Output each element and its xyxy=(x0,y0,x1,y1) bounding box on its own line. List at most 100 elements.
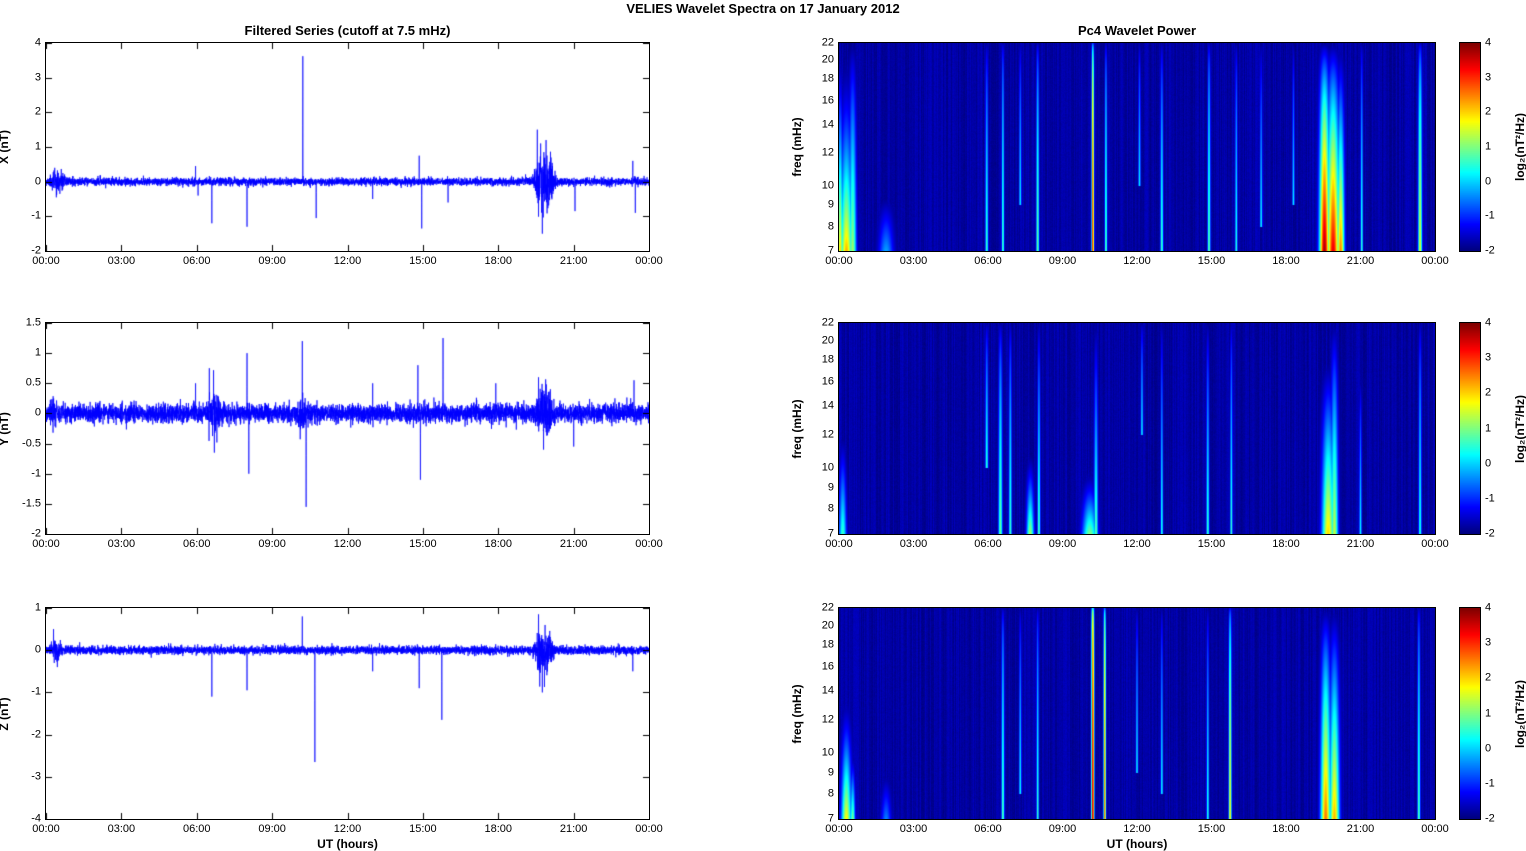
y-tick-label: 10 xyxy=(821,179,834,192)
y-tick-label: 16 xyxy=(821,375,834,388)
x-tick-label: 03:00 xyxy=(899,823,928,835)
colorbar-tick-label: 3 xyxy=(1485,351,1492,364)
colorbar-label-3: log₂(nT²/Hz) xyxy=(1513,679,1526,748)
colorbar-tick-label: 1 xyxy=(1485,140,1492,153)
y-tick-label: 20 xyxy=(821,619,834,632)
y-tick-label: 7 xyxy=(827,527,834,540)
colorbar-tick-label: 4 xyxy=(1485,36,1492,49)
y-tick-label: -2 xyxy=(31,527,41,540)
y-tick-label: 7 xyxy=(827,812,834,825)
y-tick-label: 1 xyxy=(34,601,41,614)
x-tick-label: 09:00 xyxy=(1048,823,1077,835)
panel-z-timeseries: Z (nT) UT (hours) -4 -3 -2 -1 0 1 00:00 03:00 06… xyxy=(0,602,663,851)
colorbar-1: log₂(nT²/Hz) 4 3 2 1 0 -1 -2 xyxy=(1459,37,1526,256)
panel-y-timeseries: Y (nT) -2 -1.5 -1 -0.5 0 0.5 1 1.5 00:00 03:00 06:… xyxy=(0,317,663,550)
panel-z-wavelet: freq (mHz) UT (hours) 7 8 9 10 12 14 16 18 20 22 0… xyxy=(790,602,1449,851)
panel-title-pc4-wavelet-power: Pc4 Wavelet Power xyxy=(1077,23,1196,38)
x-tick-label: 21:00 xyxy=(1346,823,1375,835)
x-tick-label: 00:00 xyxy=(825,823,853,835)
x-tick-label: 03:00 xyxy=(899,538,928,550)
x-tick-label: 21:00 xyxy=(559,538,588,550)
y-tick-label: 3 xyxy=(34,71,41,84)
x-axis-label-right: UT (hours) xyxy=(1106,837,1168,851)
x-tick-label: 18:00 xyxy=(1272,255,1300,267)
colorbar-gradient-2 xyxy=(1460,323,1480,534)
x-tick-label: 00:00 xyxy=(1421,538,1449,550)
colorbar-tick-label: -2 xyxy=(1485,527,1495,540)
x-tick-label: 12:00 xyxy=(1123,538,1151,550)
y-tick-label: 16 xyxy=(821,660,834,673)
colorbar-tick-label: -1 xyxy=(1485,209,1495,222)
x-axis-label-left: UT (hours) xyxy=(317,837,378,851)
x-tick-label: 00:00 xyxy=(32,823,60,835)
x-tick-label: 18:00 xyxy=(1272,538,1300,550)
colorbar-tick-label: 0 xyxy=(1485,175,1492,188)
x-tick-label: 15:00 xyxy=(1197,538,1226,550)
y-axis-label-y: Y (nT) xyxy=(0,411,11,446)
x-tick-label: 09:00 xyxy=(258,823,286,835)
colorbar-tick-label: 2 xyxy=(1485,386,1492,399)
y-tick-label: 14 xyxy=(821,118,834,131)
y-tick-label: 12 xyxy=(821,146,834,159)
x-tick-label: 00:00 xyxy=(1421,255,1449,267)
x-tick-label: 15:00 xyxy=(1197,255,1226,267)
x-tick-label: 06:00 xyxy=(182,255,211,267)
panel-x-timeseries: Filtered Series (cutoff at 7.5 mHz) X (n… xyxy=(0,23,663,267)
y-tick-label: 22 xyxy=(821,601,834,614)
y-tick-label: 9 xyxy=(827,198,834,211)
y-tick-label: -1.5 xyxy=(22,497,41,510)
y-tick-label: 22 xyxy=(821,36,834,49)
freq-axis-label-2: freq (mHz) xyxy=(790,398,804,459)
y-axis-label-x: X (nT) xyxy=(0,130,11,164)
x-tick-label: 15:00 xyxy=(409,823,437,835)
y-tick-label: 7 xyxy=(827,244,834,257)
y-tick-label: -0.5 xyxy=(22,437,41,450)
y-tick-label: 1 xyxy=(34,346,41,359)
colorbar-tick-label: 0 xyxy=(1485,457,1492,470)
y-tick-label: 14 xyxy=(821,684,834,697)
x-tick-label: 03:00 xyxy=(899,255,928,267)
x-tick-label: 12:00 xyxy=(333,823,362,835)
x-tick-label: 00:00 xyxy=(635,255,663,267)
colorbar-tick-label: 2 xyxy=(1485,671,1492,684)
colorbar-tick-label: 3 xyxy=(1485,636,1492,649)
x-tick-label: 06:00 xyxy=(974,823,1002,835)
y-timeseries-plot xyxy=(46,323,649,534)
x-tick-label: 09:00 xyxy=(1048,538,1077,550)
x-tick-label: 03:00 xyxy=(107,255,136,267)
x-tick-label: 15:00 xyxy=(409,255,437,267)
x-tick-label: 12:00 xyxy=(333,538,362,550)
y-tick-label: 10 xyxy=(821,461,834,474)
y-tick-label: 0 xyxy=(34,406,41,419)
x-tick-label: 00:00 xyxy=(32,255,60,267)
y-tick-label: 0 xyxy=(34,643,41,656)
y-tick-label: -2 xyxy=(31,728,41,741)
y-tick-label: 9 xyxy=(827,481,834,494)
y-tick-label: -4 xyxy=(31,812,41,825)
y-tick-label: -1 xyxy=(31,685,41,698)
x-tick-label: 06:00 xyxy=(182,823,211,835)
colorbar-tick-label: 2 xyxy=(1485,105,1492,118)
x-tick-label: 00:00 xyxy=(1421,823,1449,835)
freq-axis-label-3: freq (mHz) xyxy=(790,683,804,744)
z-timeseries-plot xyxy=(46,608,649,819)
y-tick-label: 4 xyxy=(34,36,41,49)
colorbar-tick-label: -2 xyxy=(1485,812,1495,825)
x-tick-label: 09:00 xyxy=(258,255,286,267)
panel-y-wavelet: freq (mHz) 7 8 9 10 12 14 16 18 20 22 00:00 03:00 06… xyxy=(790,317,1449,550)
x-tick-label: 18:00 xyxy=(1272,823,1300,835)
y-tick-label: 10 xyxy=(821,746,834,759)
y-tick-label: 20 xyxy=(821,334,834,347)
colorbar-tick-label: -2 xyxy=(1485,244,1495,257)
colorbar-tick-label: -1 xyxy=(1485,777,1495,790)
x-wavelet-spectrogram xyxy=(839,43,1435,251)
y-tick-label: 1.5 xyxy=(25,316,41,329)
x-tick-label: 09:00 xyxy=(1048,255,1077,267)
colorbar-tick-label: 1 xyxy=(1485,707,1492,719)
colorbar-tick-label: 4 xyxy=(1485,316,1492,329)
y-wavelet-spectrogram xyxy=(839,323,1435,534)
x-tick-label: 03:00 xyxy=(107,823,136,835)
x-tick-label: 18:00 xyxy=(484,538,513,550)
x-tick-label: 21:00 xyxy=(559,255,588,267)
y-tick-label: 8 xyxy=(827,502,834,515)
